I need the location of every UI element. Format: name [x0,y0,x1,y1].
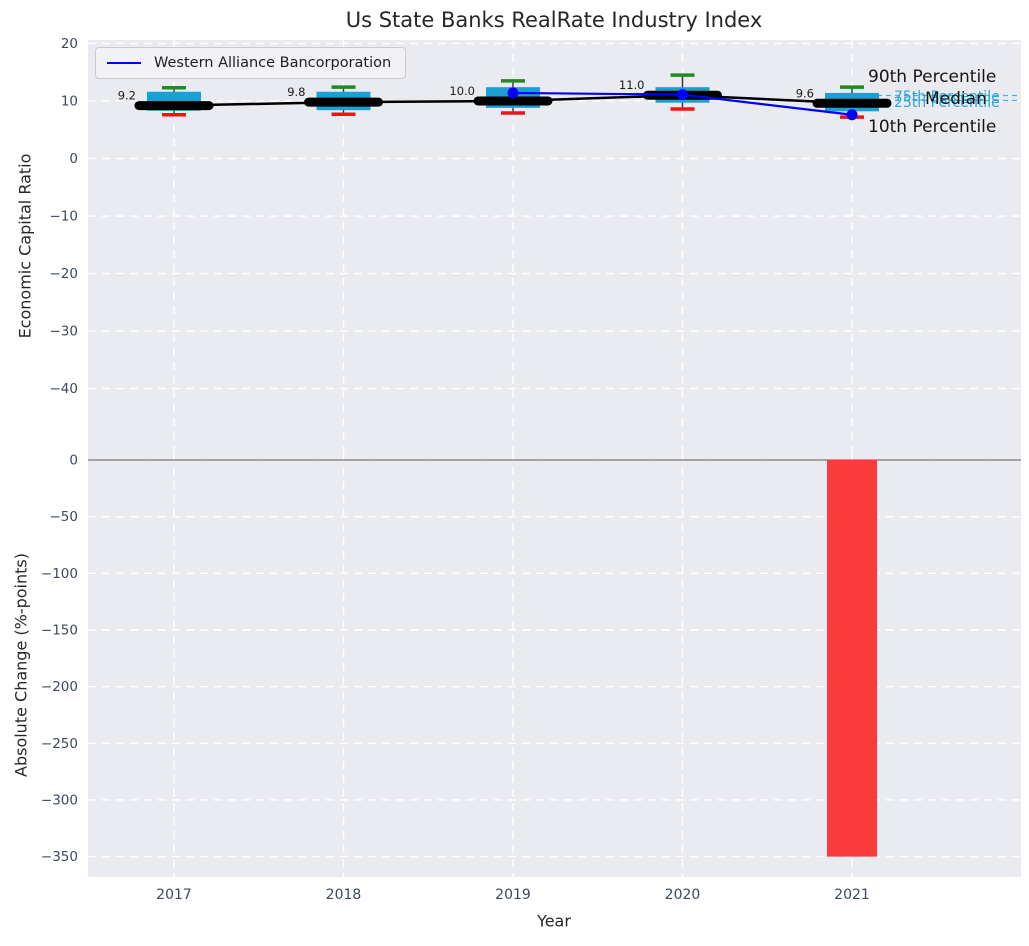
y-axis-label-top: Economic Capital Ratio [15,153,35,339]
ytick-top: −40 [50,381,79,397]
company-marker-2019 [507,87,519,99]
label-median: Median [925,89,987,109]
ytick-top: 0 [69,151,78,167]
median-annotation-2019: 10.0 [449,84,475,98]
ytick-bottom: −150 [41,622,78,638]
ytick-bottom: −350 [41,849,78,865]
xtick-2021: 2021 [834,887,870,903]
company-marker-2020 [677,89,688,101]
ytick-top: −30 [50,324,79,340]
label-25th-percentile: 25th Percentile [894,95,1000,111]
median-annotation-2021: 9.6 [796,86,814,100]
ytick-bottom: 0 [69,453,78,469]
legend-label: Western Alliance Bancorporation [154,55,392,71]
y-axis-label-bottom: Absolute Change (%-points) [11,553,31,777]
ytick-bottom: −250 [41,736,78,752]
xtick-2017: 2017 [156,887,192,903]
ytick-bottom: −100 [41,566,78,582]
legend: Western Alliance Bancorporation [95,47,407,79]
ytick-bottom: −50 [50,509,79,525]
change-bar-2021 [827,460,877,857]
ytick-bottom: −300 [41,792,78,808]
median-annotation-2018: 9.8 [287,85,305,99]
chart-title: Us State Banks RealRate Industry Index [345,8,763,32]
xtick-2019: 2019 [495,887,531,903]
label-75th-percentile: 75th Percentile [894,89,1000,105]
company-marker-2021 [846,109,858,121]
x-axis-label: Year [537,911,571,931]
median-annotation-2017: 9.2 [118,89,136,103]
legend-line-swatch [107,62,141,64]
xtick-2020: 2020 [665,887,701,903]
ytick-top: 20 [61,36,78,52]
ytick-bottom: −200 [41,679,78,695]
label-90th-percentile: 90th Percentile [868,67,997,87]
ytick-top: 10 [61,93,78,109]
label-10th-percentile: 10th Percentile [868,117,997,137]
ytick-top: −10 [50,209,79,225]
median-annotation-2020: 11.0 [619,78,645,92]
ytick-top: −20 [50,266,79,282]
xtick-2018: 2018 [326,887,362,903]
